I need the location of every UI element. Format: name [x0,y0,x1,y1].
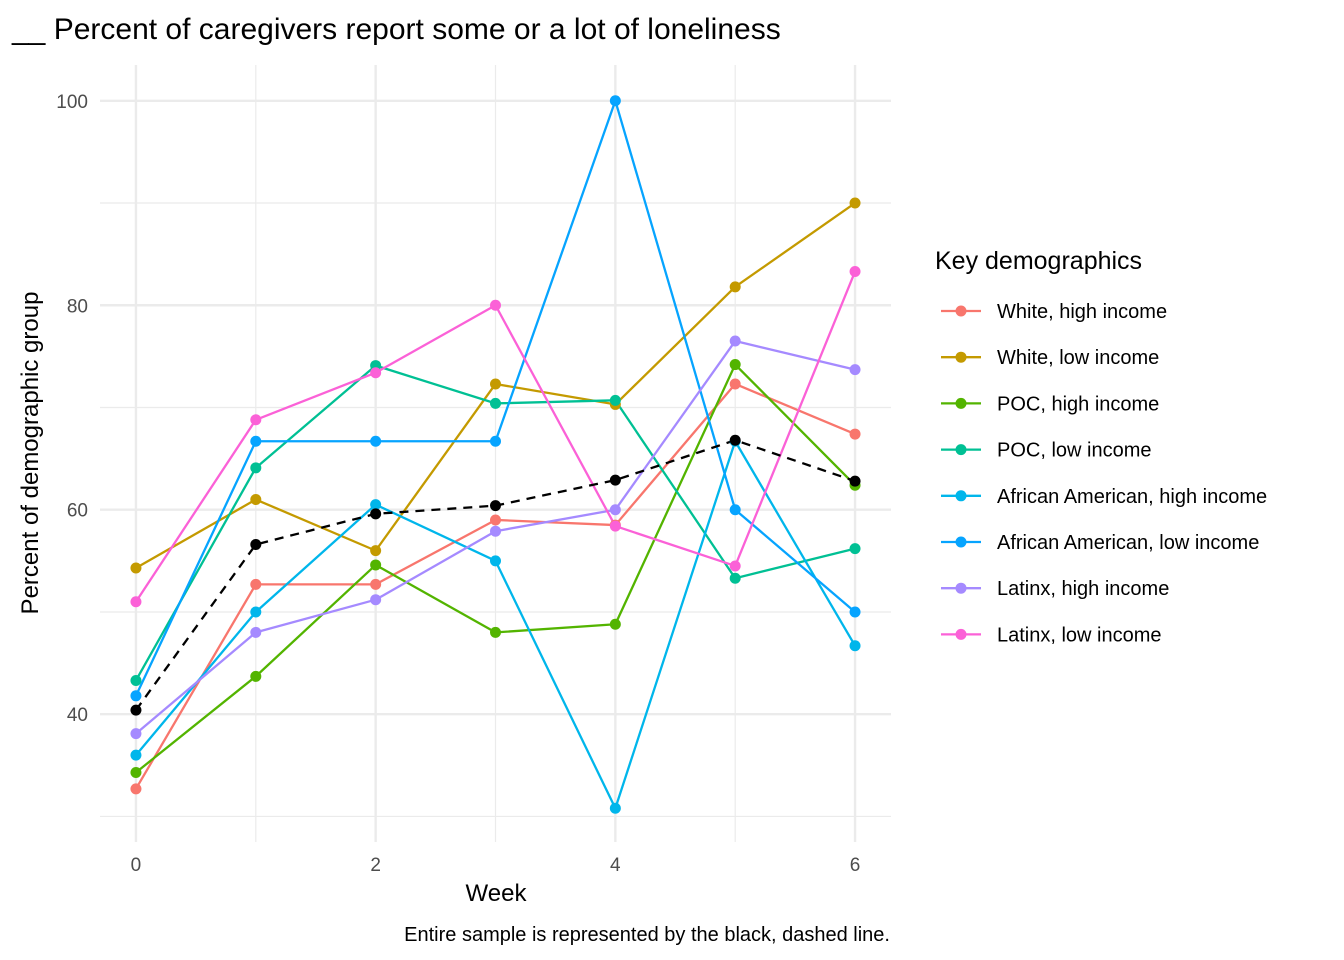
legend-key-point [955,628,967,640]
data-point [370,594,382,606]
data-point [370,367,382,379]
data-point [250,462,262,474]
data-point [729,281,741,293]
data-point [609,95,621,107]
data-point [490,514,501,526]
legend-key-point [955,397,967,409]
overall-point [130,704,142,716]
x-tick-label: 2 [370,855,381,876]
data-point [609,802,621,814]
y-tick-label: 60 [67,501,88,522]
x-tick-label: 4 [610,855,621,876]
legend-key-point [955,582,967,594]
y-tick-label: 40 [67,705,88,726]
data-point [370,545,382,557]
data-point [609,520,621,532]
data-point [250,435,262,447]
data-point [729,378,741,390]
legend-label: POC, high income [997,393,1159,415]
data-point [609,504,621,516]
data-point [250,494,262,506]
legend-key-point [955,536,967,548]
data-point [130,783,142,795]
legend-key-point [955,351,967,363]
data-point [370,559,382,571]
data-point [490,397,501,409]
overall-point [490,500,501,512]
data-point [490,378,501,390]
data-point [490,626,501,638]
x-tick-label: 0 [131,855,142,876]
data-point [849,428,861,440]
chart-caption: Entire sample is represented by the blac… [404,924,890,946]
axis-ticks: 40 60 80 100 0 2 4 6 [56,92,860,876]
data-point [729,359,741,371]
data-point [609,618,621,630]
data-point [849,543,861,555]
legend-label: Latinx, low income [997,624,1162,646]
data-point [849,266,861,278]
data-point [130,728,142,740]
data-point [490,525,501,537]
data-point [130,690,142,702]
legend-key-point [955,490,967,502]
x-tick-label: 6 [850,855,861,876]
overall-point [609,474,621,486]
legend-label: African American, low income [997,532,1259,554]
data-point [490,299,501,311]
series-points [130,95,861,814]
overall-point [729,434,741,446]
data-point [130,674,142,686]
data-point [250,414,262,426]
data-point [729,560,741,572]
data-point [490,555,501,567]
data-point [250,606,262,618]
data-point [849,364,861,376]
data-point [370,499,382,511]
legend-label: POC, low income [997,440,1152,462]
data-point [130,749,142,761]
legend-label: Latinx, high income [997,578,1169,600]
data-point [130,766,142,778]
legend: Key demographics White, high income White… [935,247,1267,646]
legend-label: White, low income [997,347,1159,369]
legend-key-point [955,305,967,317]
data-point [729,572,741,584]
data-point [130,562,142,574]
data-point [370,578,382,590]
data-point [250,578,262,590]
data-point [849,606,861,618]
data-point [609,394,621,406]
overall-point [250,538,262,550]
x-axis-label: Week [466,880,528,907]
overall-point [849,475,861,487]
data-point [490,435,501,447]
legend-title: Key demographics [935,247,1142,275]
y-tick-label: 100 [56,92,88,113]
data-point [729,335,741,347]
y-tick-label: 80 [67,296,88,317]
data-point [729,504,741,516]
data-point [849,197,861,209]
legend-key-point [955,444,967,456]
data-point [370,435,382,447]
data-point [130,596,142,608]
data-point [849,640,861,652]
overall-point [370,508,382,520]
legend-label: White, high income [997,301,1167,323]
legend-label: African American, high income [997,486,1267,508]
chart-title: __ Percent of caregivers report some or … [11,13,781,46]
y-axis-label: Percent of demographic group [17,292,44,615]
data-point [250,670,262,682]
data-point [250,626,262,638]
